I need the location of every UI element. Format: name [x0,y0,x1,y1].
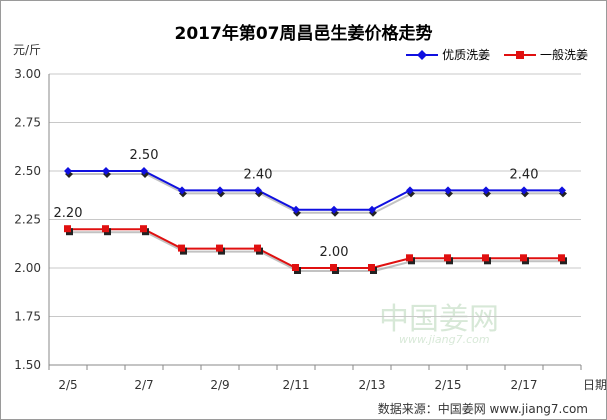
data-point [292,205,300,214]
data-point [406,186,414,195]
series-shadow [70,173,564,214]
source-note: 数据来源：中国姜网 www.jiang7.com [377,402,588,416]
data-point [254,244,261,252]
data-label: 2.40 [244,167,273,182]
x-tick-label: 2/15 [435,378,462,392]
data-point [368,264,375,271]
data-point [482,186,490,195]
data-point [102,225,109,233]
series-shadow [70,231,564,272]
series-lines [64,167,567,274]
x-tick-label: 2/5 [58,378,77,392]
series-line-0 [68,170,562,211]
data-point [216,186,224,195]
legend-swatch-general [503,50,536,59]
data-label: 2.50 [130,148,159,163]
series-line-1 [68,228,562,269]
legend: 优质洗姜 一般洗姜 [396,46,588,64]
y-tick-label: 2.75 [14,116,41,130]
data-point [216,244,223,252]
data-point [558,254,565,262]
x-axis-ticks: 2/5 2/7 2/9 2/11 2/13 2/15 2/17 日期 [48,365,606,392]
legend-swatch-premium [406,49,439,60]
data-label: 2.40 [510,167,539,182]
y-tick-label: 1.50 [14,358,41,372]
data-point [64,167,72,175]
data-point [140,225,147,233]
data-point [330,264,337,271]
x-axis-title: 日期 [583,378,606,392]
legend-label-premium: 优质洗姜 [442,48,491,62]
data-point [140,167,148,175]
data-point [254,186,262,195]
data-point [406,254,413,262]
data-point [444,254,451,262]
data-point [520,254,527,262]
x-tick-label: 2/17 [511,378,538,392]
chart-title: 2017年第07周昌邑生姜价格走势 [174,24,433,44]
data-point [330,205,338,214]
watermark-logo: 中国姜网 www.jiang7.com [379,302,499,346]
data-point [558,186,566,195]
legend-label-general: 一般洗姜 [539,48,588,62]
data-point [368,205,376,214]
data-point [482,254,489,262]
data-point [64,225,71,233]
legend-item-general: 一般洗姜 [503,46,588,63]
x-tick-label: 2/13 [359,378,386,392]
x-tick-label: 2/9 [210,378,229,392]
y-tick-label: 1.75 [14,310,41,324]
y-tick-label: 2.50 [14,164,41,178]
data-label: 2.00 [320,245,349,260]
data-point [178,186,186,195]
data-labels: 2.50 2.40 2.40 2.20 2.00 [54,148,539,260]
y-tick-label: 2.00 [14,261,41,275]
x-tick-label: 2/7 [134,378,153,392]
data-label: 2.20 [54,206,83,221]
y-axis-ticks: 1.50 1.75 2.00 2.25 2.50 2.75 3.00 [14,67,41,372]
data-point [520,186,528,195]
data-point [444,186,452,195]
data-point [292,264,299,271]
data-point [178,244,185,252]
y-axis-unit-label: 元/斤 [13,43,42,57]
data-point [102,167,110,175]
grid-lines [48,73,581,366]
watermark-url: www.jiang7.com [399,333,490,346]
y-tick-label: 2.25 [14,213,41,227]
x-tick-label: 2/11 [283,378,310,392]
legend-item-premium: 优质洗姜 [406,46,490,63]
y-tick-label: 3.00 [14,67,41,81]
watermark-text: 中国姜网 [379,302,499,337]
